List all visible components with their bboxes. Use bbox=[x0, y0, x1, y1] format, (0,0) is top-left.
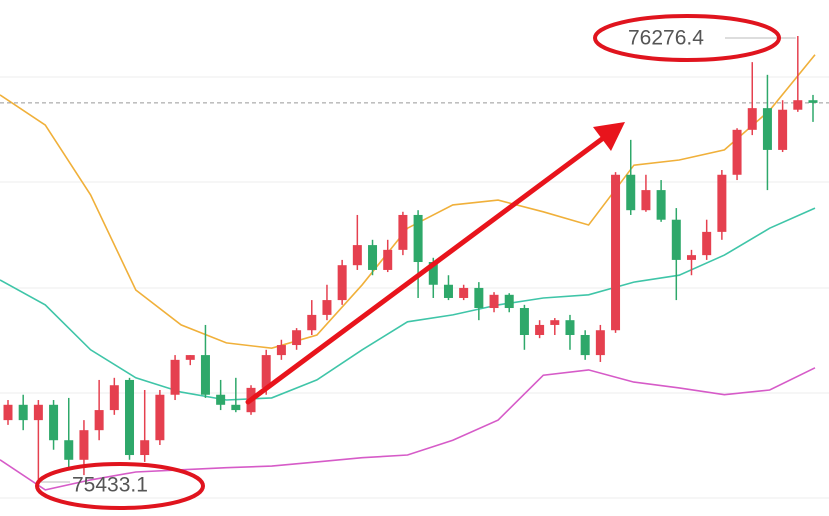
candle-body bbox=[18, 404, 28, 421]
candle-body bbox=[109, 385, 119, 411]
candle-body bbox=[732, 129, 742, 175]
candle-body bbox=[231, 404, 241, 411]
candle-body bbox=[383, 249, 393, 270]
candle-body bbox=[352, 245, 362, 266]
candle-body bbox=[443, 284, 453, 298]
candle-body bbox=[762, 108, 772, 150]
candle-body bbox=[155, 394, 165, 441]
candle-body bbox=[550, 320, 560, 325]
candle-body bbox=[747, 108, 757, 130]
candle-body bbox=[808, 100, 818, 103]
candle-body bbox=[671, 219, 681, 260]
candle-body bbox=[200, 355, 210, 395]
candle-body bbox=[398, 214, 408, 250]
candle-body bbox=[595, 330, 605, 356]
candle-body bbox=[778, 109, 788, 150]
candle-body bbox=[140, 440, 150, 456]
candle-body bbox=[49, 404, 59, 441]
candle-body bbox=[33, 404, 43, 421]
candle-body bbox=[276, 345, 286, 356]
candle-body bbox=[474, 287, 484, 309]
candle-body bbox=[322, 300, 332, 315]
candle-body bbox=[459, 287, 469, 298]
candle-body bbox=[519, 308, 529, 335]
low-label: 75433.1 bbox=[72, 474, 148, 497]
indicator-line bbox=[0, 367, 816, 491]
candle-body bbox=[3, 404, 13, 421]
indicator-line bbox=[0, 207, 816, 401]
candle-body bbox=[641, 190, 651, 211]
candle-body bbox=[793, 100, 803, 110]
candle-body bbox=[261, 355, 271, 388]
high-circle bbox=[593, 14, 781, 62]
candle-body bbox=[94, 410, 104, 431]
high-label: 76276.4 bbox=[628, 27, 704, 50]
candle-body bbox=[413, 214, 423, 263]
candle-body bbox=[702, 231, 712, 256]
candle-body bbox=[292, 330, 302, 346]
candle-body bbox=[185, 355, 195, 360]
candle-body bbox=[64, 440, 74, 460]
candle-body bbox=[611, 174, 621, 331]
candle-body bbox=[216, 394, 226, 405]
candle-body bbox=[717, 174, 727, 232]
candle-body bbox=[565, 320, 575, 335]
grid bbox=[0, 76, 829, 499]
trend-arrowhead bbox=[593, 122, 625, 151]
candle-body bbox=[489, 294, 499, 309]
candle-body bbox=[535, 324, 545, 335]
candle-body bbox=[337, 265, 347, 301]
candle-body bbox=[626, 174, 636, 211]
trend-arrow bbox=[245, 133, 609, 405]
low-circle bbox=[35, 462, 205, 510]
indicator-line bbox=[0, 54, 816, 350]
candle-body bbox=[428, 262, 438, 285]
candle-body bbox=[686, 255, 696, 260]
candle-body bbox=[170, 359, 180, 395]
candle-body bbox=[125, 379, 135, 456]
candle-body bbox=[368, 245, 378, 270]
candle-body bbox=[307, 314, 317, 331]
candle-body bbox=[79, 430, 89, 460]
candle-body bbox=[580, 334, 590, 356]
plot: 76276.4 75433.1 bbox=[0, 14, 829, 510]
candle-body bbox=[656, 190, 666, 220]
candle-body bbox=[504, 294, 514, 309]
